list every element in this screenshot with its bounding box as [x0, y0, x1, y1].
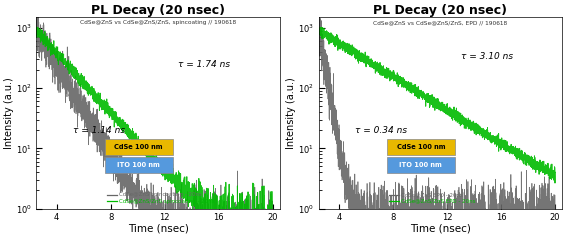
Y-axis label: Intensity (a.u.): Intensity (a.u.): [4, 77, 14, 149]
Y-axis label: Intensity (a.u.): Intensity (a.u.): [286, 77, 297, 149]
X-axis label: Time (nsec): Time (nsec): [410, 224, 471, 234]
Text: τ = 0.34 ns: τ = 0.34 ns: [355, 126, 408, 135]
Text: ITO 100 nm: ITO 100 nm: [400, 162, 442, 168]
Title: PL Decay (20 nsec): PL Decay (20 nsec): [91, 4, 225, 17]
Text: CdSe@ZnS vs CdSe@ZnS/ZnS, spincoating // 190618: CdSe@ZnS vs CdSe@ZnS/ZnS, spincoating //…: [80, 20, 236, 25]
Text: CdSe 100 nm: CdSe 100 nm: [397, 144, 445, 150]
Title: PL Decay (20 nsec): PL Decay (20 nsec): [374, 4, 507, 17]
Bar: [105, 157, 173, 173]
Legend: CdSe@ZnS spincoating - 20ns, CdSe@ZnS/ZnS spincoating - 20ns: CdSe@ZnS spincoating - 20ns, CdSe@ZnS/Zn…: [105, 190, 216, 206]
Bar: [105, 139, 173, 155]
Text: τ = 1.14 ns: τ = 1.14 ns: [73, 126, 125, 135]
Text: τ = 3.10 ns: τ = 3.10 ns: [461, 52, 513, 61]
Text: CdSe@ZnS vs CdSe@ZnS/ZnS, EPD // 190618: CdSe@ZnS vs CdSe@ZnS/ZnS, EPD // 190618: [373, 20, 508, 25]
Bar: [387, 157, 455, 173]
Bar: [387, 139, 455, 155]
X-axis label: Time (nsec): Time (nsec): [127, 224, 188, 234]
Text: τ = 1.74 ns: τ = 1.74 ns: [178, 60, 230, 69]
Text: CdSe 100 nm: CdSe 100 nm: [114, 144, 163, 150]
Text: ITO 100 nm: ITO 100 nm: [117, 162, 160, 168]
Legend: CdSe@ZnS EPD - 20ns, CdSe@ZnS/ZnS EPD - 20ns: CdSe@ZnS EPD - 20ns, CdSe@ZnS/ZnS EPD - …: [387, 190, 478, 206]
